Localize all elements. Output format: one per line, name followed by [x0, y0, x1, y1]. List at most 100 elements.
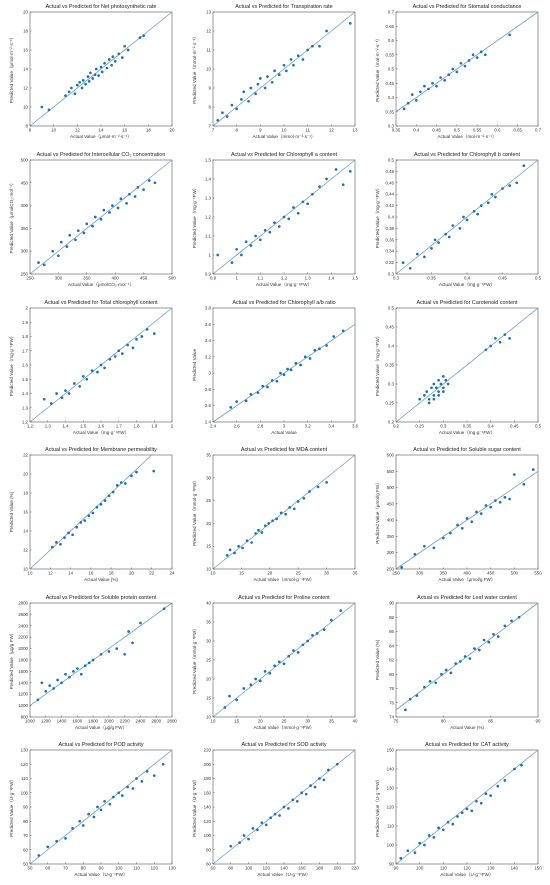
x-tick-label: 1.7	[116, 424, 123, 429]
data-point	[254, 532, 257, 535]
scatter-chart: Actual vs Predicted for POD activity 50 60…	[9, 742, 176, 877]
y-axis-label: Predicted Value（μmol/g FW）	[375, 480, 380, 544]
x-tick-label: 0.5	[454, 128, 461, 133]
y-tick-label: 9	[209, 86, 212, 91]
y-tick-label: 2	[26, 306, 29, 311]
y-tick-label: 10	[206, 715, 211, 720]
data-point	[84, 82, 87, 86]
data-point	[299, 363, 302, 367]
data-point	[99, 652, 103, 656]
y-tick-label: 12	[23, 548, 28, 553]
data-point	[235, 698, 239, 702]
y-tick-label: 350	[387, 534, 395, 539]
data-point	[294, 362, 298, 365]
y-tick-label: 2.8	[205, 387, 212, 392]
data-point	[439, 76, 442, 79]
x-tick-label: 60	[211, 866, 216, 871]
data-point	[96, 805, 99, 809]
data-point	[315, 632, 319, 635]
x-axis-label: Actual Value	[271, 430, 297, 435]
data-point	[341, 183, 345, 187]
reference-line	[395, 307, 539, 423]
data-point	[87, 661, 91, 665]
x-axis-label: Actual Value（U·g⁻¹FW）	[440, 872, 493, 877]
x-tick-label: 200	[334, 866, 342, 871]
data-point	[292, 63, 295, 67]
data-point	[295, 799, 299, 803]
x-tick-label: 1.6	[98, 424, 105, 429]
y-tick-label: 14	[23, 529, 28, 534]
data-point	[510, 619, 513, 623]
data-point	[75, 83, 79, 87]
data-point	[282, 373, 286, 377]
x-axis-label: Actual Value（μmol·m⁻²·s⁻¹）	[70, 134, 132, 139]
x-tick-label: 18	[109, 571, 114, 576]
x-tick-label: 140	[280, 866, 288, 871]
data-point	[318, 44, 321, 48]
y-tick-label: 1.5	[205, 158, 212, 163]
y-tick-label: 2400	[18, 623, 28, 628]
y-tick-label: 0.42	[385, 203, 394, 208]
data-point	[85, 377, 89, 381]
data-point	[348, 170, 352, 173]
x-tick-label: 500	[511, 571, 519, 576]
y-tick-label: 1600	[18, 669, 28, 674]
chart-title: Actual vs Predicted for Stomatal conduct…	[413, 4, 522, 10]
data-point	[89, 71, 92, 75]
data-point	[301, 58, 305, 61]
data-point	[225, 553, 229, 557]
data-point	[282, 662, 286, 666]
x-axis-label: Actual Value (%)	[450, 725, 484, 730]
x-tick-label: 24	[170, 571, 175, 576]
y-tick-label: 0.65	[385, 24, 394, 29]
data-point	[288, 506, 292, 509]
x-tick-label: 18	[146, 128, 151, 133]
y-tick-label: 80	[389, 672, 394, 677]
x-tick-label: 75	[394, 719, 399, 724]
data-point	[99, 217, 103, 221]
data-point	[57, 254, 60, 258]
data-point	[472, 209, 476, 213]
scatter-chart: Actual vs Predicted for Soluble protein …	[9, 595, 177, 730]
y-tick-label: 25	[206, 498, 211, 503]
data-point	[311, 44, 314, 48]
data-point	[311, 192, 314, 196]
data-point	[126, 785, 129, 789]
y-tick-label: 300	[387, 550, 395, 555]
x-tick-label: 9	[259, 128, 262, 133]
data-point	[42, 263, 46, 267]
y-tick-label: 90	[23, 805, 28, 810]
x-tick-label: 0.55	[473, 128, 482, 133]
data-point	[240, 98, 243, 101]
scatter-panel: Actual vs Predicted for Soluble sugar co…	[366, 443, 549, 590]
data-point	[82, 231, 86, 235]
data-point	[256, 82, 260, 86]
data-point	[44, 690, 48, 693]
data-point	[71, 533, 74, 537]
plot-frame	[212, 454, 356, 570]
data-point	[427, 87, 430, 91]
y-tick-label: 0.25	[385, 401, 394, 406]
data-point	[508, 33, 511, 37]
data-point	[230, 103, 234, 107]
y-tick-label: 0.35	[385, 363, 394, 368]
data-point	[454, 662, 457, 665]
data-point	[68, 233, 72, 237]
data-point	[278, 814, 281, 817]
data-point	[318, 347, 321, 351]
y-tick-label: 1.3	[205, 196, 212, 201]
data-point	[494, 499, 497, 502]
data-point	[277, 660, 281, 664]
data-point	[81, 375, 85, 378]
x-axis-label: Actual Value（U·g⁻¹FW）	[257, 872, 310, 877]
data-point	[289, 58, 293, 61]
y-tick-label: 11	[206, 48, 211, 53]
data-point	[476, 212, 479, 216]
data-point	[73, 382, 76, 385]
data-point	[273, 664, 276, 668]
data-point	[136, 186, 140, 189]
x-tick-label: 1400	[57, 719, 67, 724]
data-point	[74, 238, 77, 242]
data-point	[494, 195, 497, 199]
